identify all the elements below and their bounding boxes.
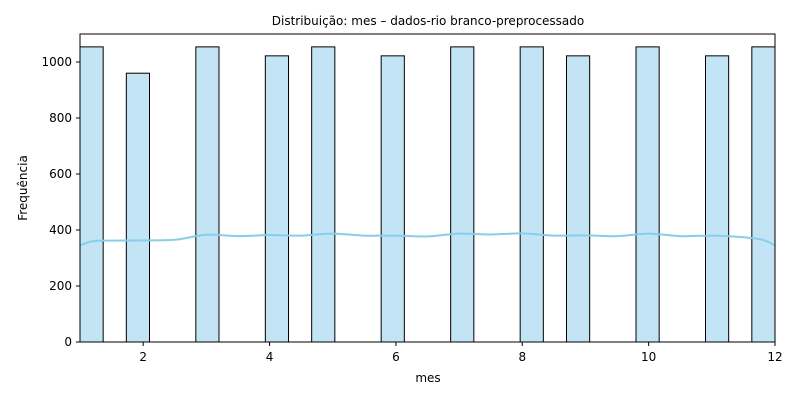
x-tick-label: 8 <box>518 350 526 364</box>
histogram-bar-month-4 <box>264 55 290 343</box>
kde-curve <box>79 232 776 247</box>
y-tick-label: 200 <box>49 279 72 293</box>
histogram-bar-month-3 <box>195 46 220 343</box>
y-tick-label: 600 <box>49 167 72 181</box>
y-tick-label: 0 <box>64 335 72 349</box>
y-tick-label: 800 <box>49 111 72 125</box>
plot-frame <box>79 33 776 343</box>
histogram-bar-month-11 <box>705 55 730 343</box>
histogram-bar-month-8 <box>519 46 544 343</box>
x-tick-label: 6 <box>392 350 400 364</box>
histogram-bar-month-5 <box>311 46 336 343</box>
histogram-bar-month-10 <box>635 46 660 343</box>
histogram-bar-month-1 <box>79 46 104 343</box>
x-tick-label: 10 <box>641 350 656 364</box>
x-axis: 2 4 6 8 10 12 <box>139 342 783 364</box>
y-tick-label: 400 <box>49 223 72 237</box>
histogram-bar-month-2 <box>125 72 151 343</box>
x-tick-label: 4 <box>266 350 274 364</box>
histogram-bar-month-12 <box>751 46 776 343</box>
x-tick-label: 12 <box>767 350 782 364</box>
histogram-bar-month-7 <box>450 46 475 343</box>
chart-title: Distribuição: mes – dados-rio branco-pre… <box>272 14 585 28</box>
histogram-bar-month-9 <box>566 55 591 343</box>
y-axis-label: Frequência <box>16 155 30 221</box>
bars-group <box>79 46 776 343</box>
x-axis-label: mes <box>415 371 440 385</box>
histogram-bar-month-6 <box>380 55 405 343</box>
y-axis: 0 200 400 600 800 1000 <box>41 55 80 349</box>
y-tick-label: 1000 <box>41 55 72 69</box>
x-tick-label: 2 <box>139 350 147 364</box>
